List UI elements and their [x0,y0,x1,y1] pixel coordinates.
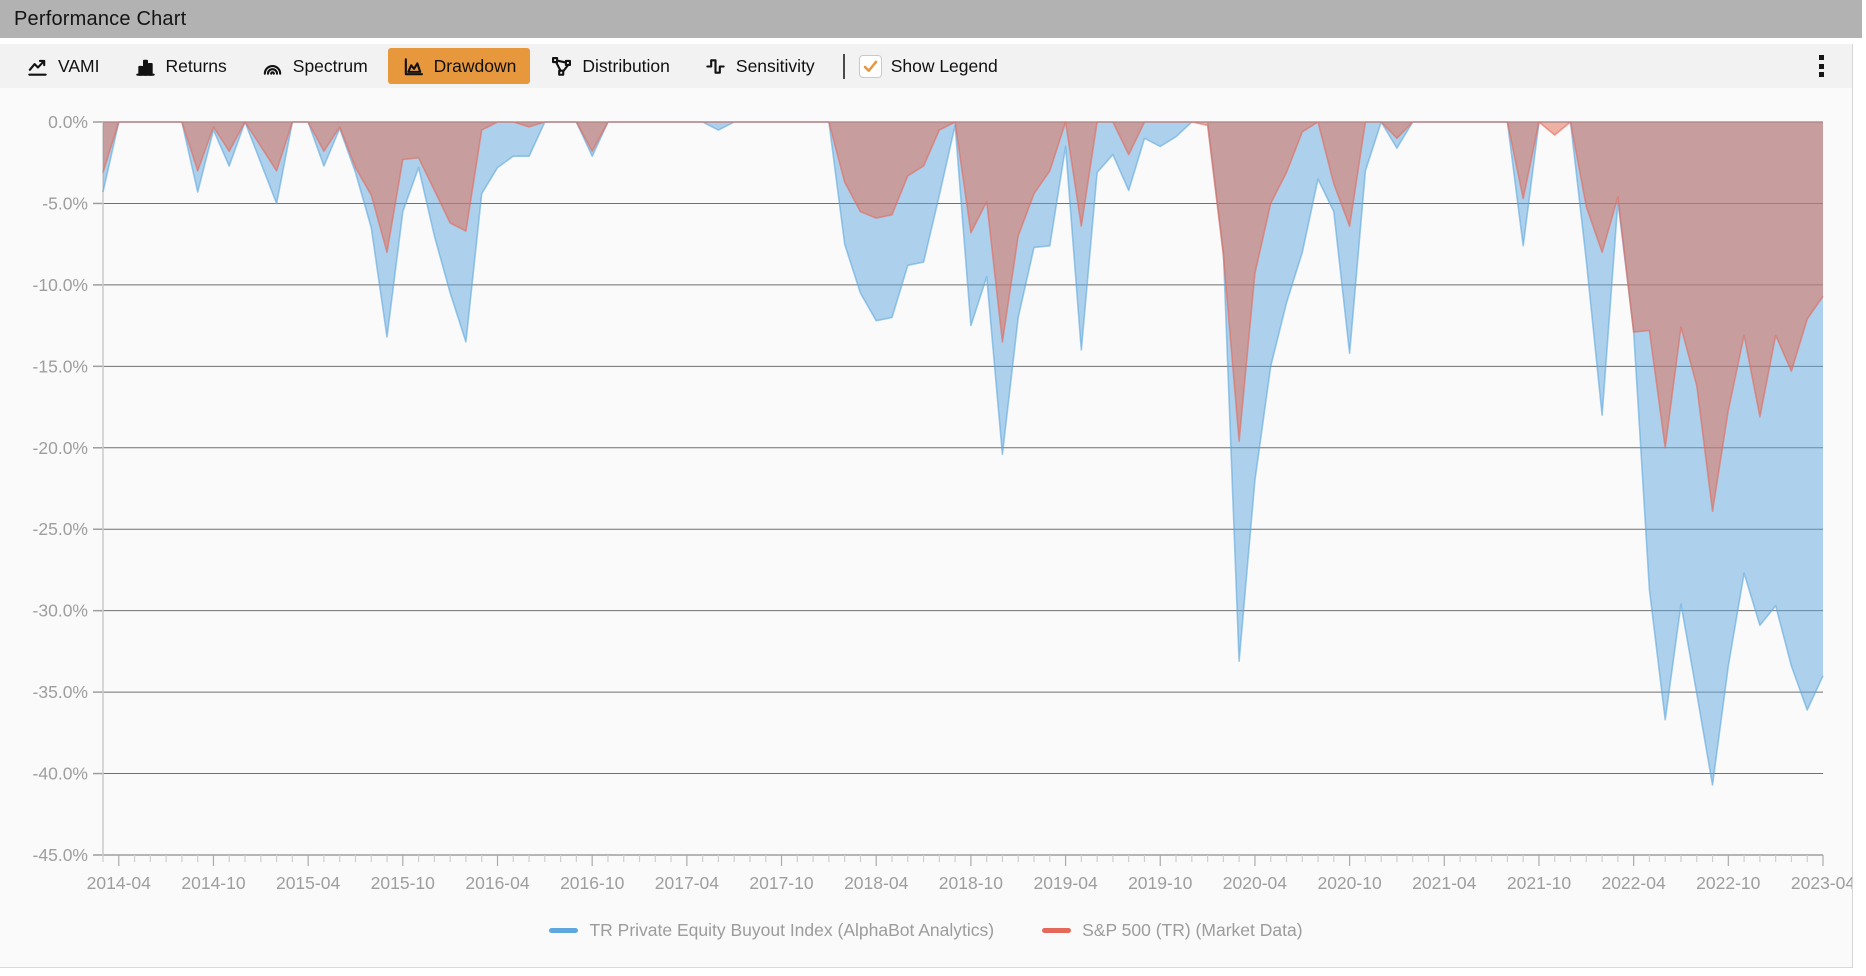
x-ticks [102,855,1824,866]
tab-label: Distribution [582,55,670,76]
series-line-0 [102,121,1824,786]
page-title: Performance Chart [14,7,187,30]
y-axis-label: -15.0% [33,356,88,376]
legend-item-0[interactable]: TR Private Equity Buyout Index (AlphaBot… [549,920,994,941]
x-axis-label: 2023-04 [1791,873,1852,893]
show-legend-label: Show Legend [890,55,998,76]
x-axis-label: 2019-04 [1033,873,1097,893]
y-axis-label: -25.0% [33,519,88,539]
legend-label: TR Private Equity Buyout Index (AlphaBot… [589,920,995,940]
y-axis-label: -35.0% [33,682,88,702]
chart-type-tabs: VAMI Returns Spectrum Drawdown Distribution S… [12,48,835,84]
x-axis-label: 2019-10 [1128,873,1192,893]
y-axis-label: -5.0% [42,193,88,213]
legend-label: S&P 500 (TR) (Market Data) [1082,920,1303,940]
x-axis-label: 2015-04 [276,873,340,893]
y-axis-label: -30.0% [33,601,88,621]
tab-label: Drawdown [433,55,517,76]
series-line-1 [102,121,1824,513]
toolbar-divider [842,53,845,79]
x-axis-label: 2020-10 [1317,873,1381,893]
x-axis-label: 2017-10 [749,873,813,893]
gridlines: 0.0% -5.0% -10.0% -15.0% -20.0% -25.0% -30.0% -… [33,112,1823,865]
toolbar: VAMI Returns Spectrum Drawdown Distribution S… [0,44,1852,88]
square-wave-icon [706,58,725,74]
tab-label: VAMI [58,55,100,76]
x-axis-labels: 2014-04 2014-10 2015-04 2015-10 2016-04 2016-… [87,873,1852,893]
arcs-icon [263,64,282,75]
series-1 [102,121,1824,513]
chart-legend: TR Private Equity Buyout Index (AlphaBot… [0,894,1852,968]
tab-label: Spectrum [292,55,368,76]
series-0 [102,121,1824,786]
series-area-1 [103,122,1823,512]
tab-drawdown[interactable]: Drawdown [387,48,531,84]
area-chart-icon [404,57,423,75]
x-axis-label: 2017-04 [655,873,719,893]
legend-marker-icon [1042,928,1072,933]
x-axis-label: 2014-04 [87,873,151,893]
chart-panel: VAMI Returns Spectrum Drawdown Distribution S… [0,44,1853,968]
tab-spectrum[interactable]: Spectrum [247,48,382,84]
tab-sensitivity[interactable]: Sensitivity [690,48,829,84]
legend-marker-icon [549,928,579,933]
show-legend-checkbox[interactable] [858,54,882,78]
tab-vami[interactable]: VAMI [12,48,114,84]
x-axis-label: 2022-10 [1696,873,1760,893]
drawdown-chart: 0.0% -5.0% -10.0% -15.0% -20.0% -25.0% -30.0% -… [0,88,1852,894]
x-axis-label: 2016-04 [465,873,529,893]
x-axis-label: 2022-04 [1601,873,1665,893]
legend-item-1[interactable]: S&P 500 (TR) (Market Data) [1042,920,1303,941]
y-axis-label: -40.0% [33,764,88,784]
y-axis-label: -45.0% [33,845,88,865]
kebab-vertical-icon[interactable] [1815,51,1828,81]
nodes-icon [552,56,572,76]
tab-label: Returns [165,55,227,76]
y-axis-label: -10.0% [33,275,88,295]
bar-chart-icon [135,59,155,76]
x-axis-label: 2021-10 [1507,873,1571,893]
y-axis-label: 0.0% [48,112,88,132]
window-title-bar: Performance Chart [0,0,1862,38]
x-axis-label: 2021-04 [1412,873,1476,893]
line-chart-icon [28,59,47,76]
x-axis-label: 2016-10 [560,873,624,893]
check-icon [863,60,877,72]
x-axis-label: 2020-04 [1223,873,1287,893]
tab-returns[interactable]: Returns [120,48,241,84]
show-legend-control: Show Legend [858,54,998,78]
x-axis-label: 2015-10 [371,873,435,893]
tab-label: Sensitivity [735,55,815,76]
x-axis-label: 2018-04 [844,873,908,893]
tab-distribution[interactable]: Distribution [536,48,684,84]
y-axis-label: -20.0% [33,438,88,458]
x-axis-label: 2018-10 [939,873,1003,893]
x-axis-label: 2014-10 [181,873,245,893]
